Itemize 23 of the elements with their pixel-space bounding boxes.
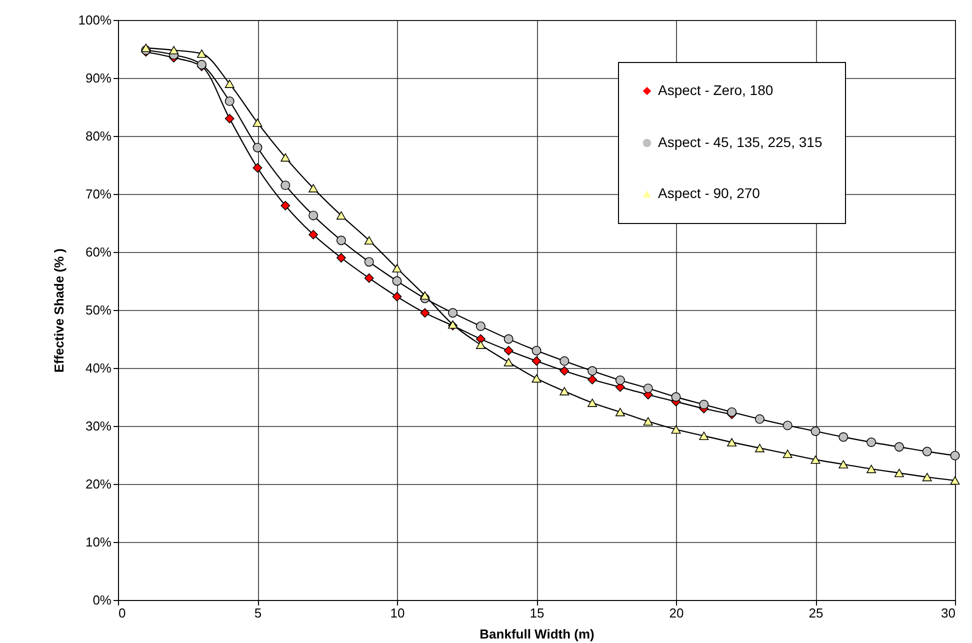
- y-tick-label: 0%: [92, 592, 112, 608]
- y-tick-label: 50%: [85, 302, 112, 318]
- y-tick-label: 90%: [85, 70, 112, 86]
- y-tick-label: 30%: [85, 418, 112, 434]
- y-tick-label: 100%: [78, 12, 112, 28]
- y-tick-label: 20%: [85, 476, 112, 492]
- x-axis-title: Bankfull Width (m): [480, 626, 594, 642]
- x-tick-label: 5: [254, 606, 262, 620]
- legend-label: Aspect - Zero, 180: [658, 82, 774, 98]
- y-tick-label: 80%: [85, 128, 112, 144]
- legend-label: Aspect - 90, 270: [658, 185, 760, 201]
- x-tick-label: 25: [808, 606, 824, 620]
- y-tick-label: 40%: [85, 360, 112, 376]
- y-tick-label: 10%: [85, 534, 112, 550]
- x-tick-label: 15: [530, 606, 544, 620]
- x-tick-label: 10: [390, 606, 405, 620]
- x-tick-label: 20: [669, 606, 684, 620]
- x-tick-label: 0: [118, 606, 126, 620]
- y-tick-label: 60%: [85, 244, 112, 260]
- x-tick-label: 30: [941, 606, 956, 620]
- y-tick-label: 70%: [85, 186, 112, 202]
- legend-label: Aspect - 45, 135, 225, 315: [658, 134, 822, 150]
- y-axis-title: Effective Shade (% ): [51, 248, 66, 373]
